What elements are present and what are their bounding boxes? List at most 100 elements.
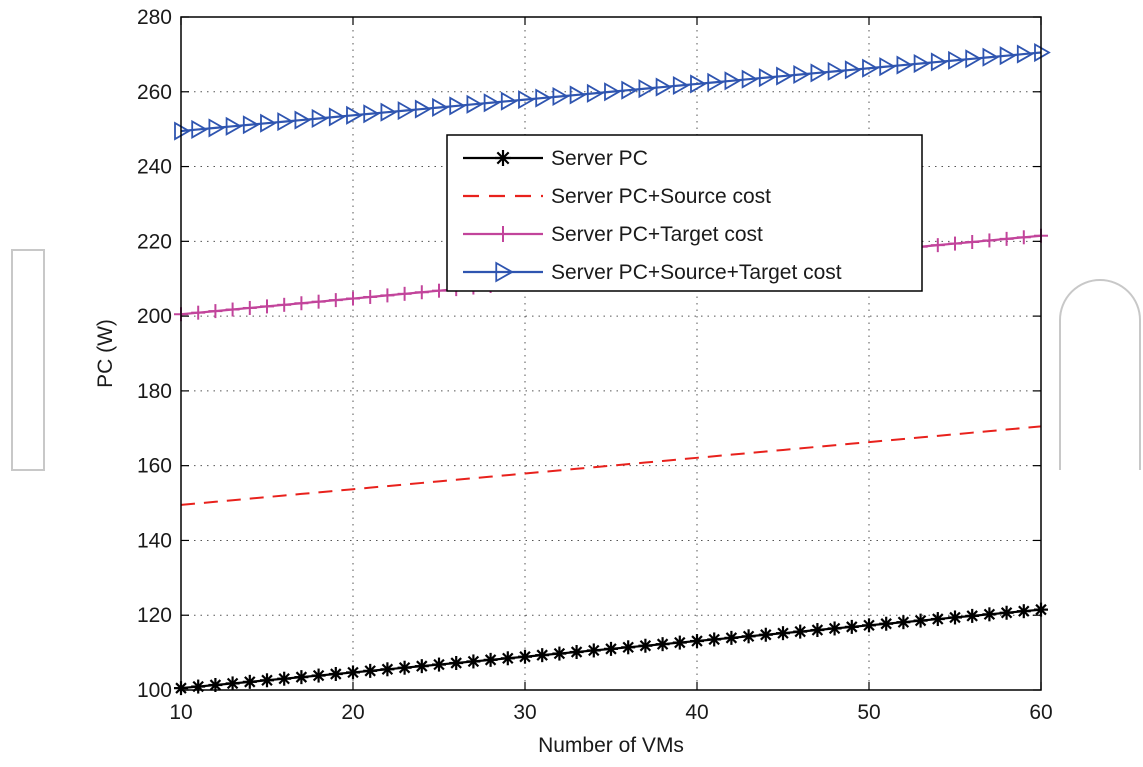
series-1 (174, 602, 1048, 696)
series-marker (948, 236, 962, 251)
series-marker (999, 605, 1014, 620)
series-marker (655, 637, 670, 652)
series-2 (180, 425, 1042, 506)
series-marker (311, 668, 326, 683)
series-marker (621, 640, 636, 655)
series-marker (466, 654, 481, 669)
series-marker (862, 618, 876, 633)
series-marker (965, 235, 980, 250)
series-marker (225, 116, 243, 136)
series-marker (827, 621, 842, 636)
series-marker (432, 283, 446, 298)
series-marker (432, 97, 449, 118)
series-marker (466, 94, 484, 114)
series-marker (414, 99, 432, 119)
series-marker (1016, 230, 1031, 245)
series-marker (380, 662, 395, 677)
series-marker (311, 294, 326, 309)
series-marker (776, 626, 790, 641)
series-marker (518, 90, 535, 110)
x-tick-label: 60 (1029, 701, 1052, 724)
series-marker (672, 635, 687, 650)
series-marker (449, 656, 464, 671)
series-marker (793, 64, 811, 85)
series-marker (191, 119, 209, 140)
series-marker (552, 86, 570, 107)
series-marker (982, 607, 997, 622)
series-marker (982, 47, 1000, 67)
series-marker (294, 296, 309, 311)
series-marker (260, 299, 274, 314)
y-tick-label: 140 (137, 529, 172, 552)
x-tick-label: 50 (857, 701, 880, 724)
series-marker (672, 75, 690, 96)
series-marker (569, 85, 587, 105)
series-marker (328, 293, 343, 308)
series-marker (793, 624, 808, 639)
series-marker (346, 665, 360, 680)
y-tick-label: 160 (137, 455, 172, 478)
series-marker (208, 304, 223, 319)
series-marker (879, 616, 894, 631)
y-tick-label: 260 (137, 81, 172, 104)
series-marker (242, 300, 257, 315)
series-marker (999, 46, 1017, 66)
legend: Server PC Server PC+Source cost Server PC+… (446, 134, 923, 292)
y-axis-label: PC (W) (94, 319, 117, 388)
series-marker (495, 226, 511, 242)
series-marker (655, 77, 673, 97)
series-marker (346, 105, 363, 125)
series-line (180, 425, 1042, 506)
series-marker (621, 80, 639, 100)
series-marker (776, 66, 793, 86)
series-marker (242, 115, 260, 135)
series-marker (604, 641, 618, 656)
series-marker (930, 612, 945, 627)
series-marker (1016, 44, 1034, 64)
series-marker (844, 619, 859, 634)
series-marker (242, 674, 257, 689)
y-tick-label: 200 (137, 305, 172, 328)
series-marker (896, 615, 911, 630)
series-marker (741, 69, 759, 89)
watermark-shape (1059, 279, 1141, 470)
series-marker (535, 88, 553, 108)
legend-item: Server PC+Source cost (463, 185, 771, 208)
series-marker (1016, 604, 1031, 619)
watermark (11, 249, 1141, 471)
series-marker (380, 102, 398, 122)
y-tick-label: 240 (137, 156, 172, 179)
series-marker (500, 91, 518, 111)
series-marker (982, 233, 997, 248)
series-marker (294, 110, 312, 130)
series-marker (844, 60, 862, 80)
series-marker (483, 93, 501, 113)
series-marker (758, 68, 776, 88)
series-marker (346, 291, 360, 306)
series-marker (294, 670, 309, 685)
series-marker (397, 286, 412, 301)
plot-area-frame (180, 16, 1042, 691)
series-marker (174, 121, 191, 141)
series-marker (896, 55, 914, 75)
legend-items: Server PC Server PC+Source cost Server PC+… (463, 147, 842, 284)
x-tick-label: 40 (685, 701, 708, 724)
series-marker (965, 49, 983, 69)
y-tick-label: 180 (137, 380, 172, 403)
series-marker (948, 610, 962, 625)
series-marker (930, 238, 945, 253)
series-marker (495, 150, 511, 166)
series-marker (500, 651, 515, 666)
series-marker (1034, 42, 1051, 63)
y-tick-label: 220 (137, 230, 172, 253)
series-marker (225, 676, 240, 691)
legend-box (446, 134, 923, 292)
series-marker (208, 118, 226, 138)
x-tick-label: 30 (513, 701, 536, 724)
legend-label: Server PC+Target cost (551, 223, 763, 246)
series-marker (569, 645, 584, 660)
x-axis-label: Number of VMs (538, 734, 684, 757)
legend-label: Server PC (551, 147, 648, 170)
series-marker (862, 58, 879, 78)
